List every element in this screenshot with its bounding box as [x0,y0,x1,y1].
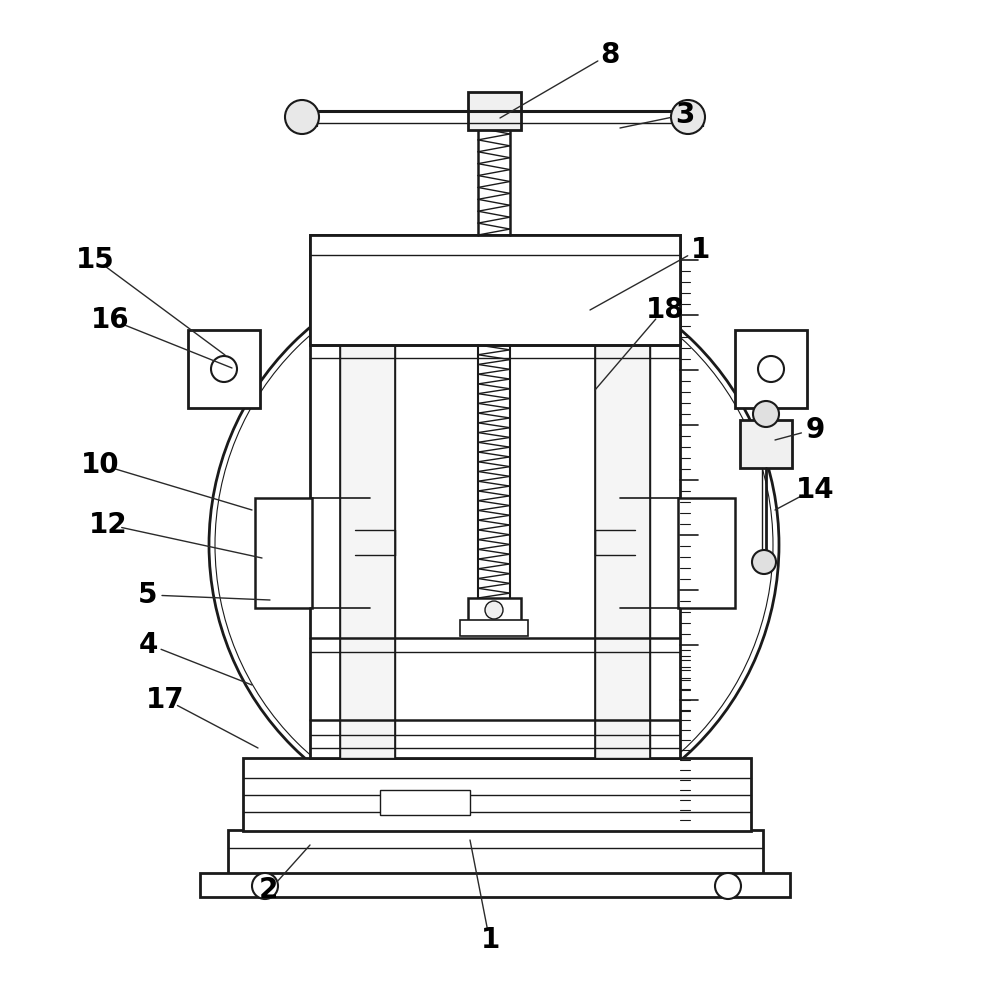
Bar [380,790,469,815]
Text: 3: 3 [675,101,694,129]
Bar [467,92,521,130]
Circle shape [752,401,778,427]
Bar [677,498,735,608]
Bar [740,420,791,468]
Text: 1: 1 [690,236,709,264]
Text: 14: 14 [795,476,834,504]
Text: 9: 9 [804,416,824,444]
Bar [340,235,395,758]
Bar [254,498,312,608]
Text: 8: 8 [599,41,619,69]
Text: 12: 12 [88,511,127,539]
Text: 10: 10 [81,451,119,479]
Bar [188,330,259,408]
Text: 17: 17 [145,686,184,714]
Circle shape [670,100,705,134]
Circle shape [284,100,319,134]
Bar [310,235,679,758]
Bar [735,330,806,408]
Circle shape [484,601,503,619]
Text: 2: 2 [258,876,277,904]
Bar [467,598,521,622]
Text: 15: 15 [76,246,114,274]
Circle shape [251,873,277,899]
Text: 1: 1 [480,926,499,954]
Circle shape [211,356,237,382]
Bar [459,620,528,636]
Bar [594,235,649,758]
Bar [200,873,789,897]
Bar [310,235,679,345]
Bar [243,758,750,831]
Text: 16: 16 [90,306,129,334]
Text: 18: 18 [645,296,684,324]
Circle shape [757,356,783,382]
Text: 4: 4 [138,631,157,659]
Circle shape [751,550,775,574]
Circle shape [715,873,741,899]
Text: 5: 5 [138,581,158,609]
Bar [228,830,762,875]
